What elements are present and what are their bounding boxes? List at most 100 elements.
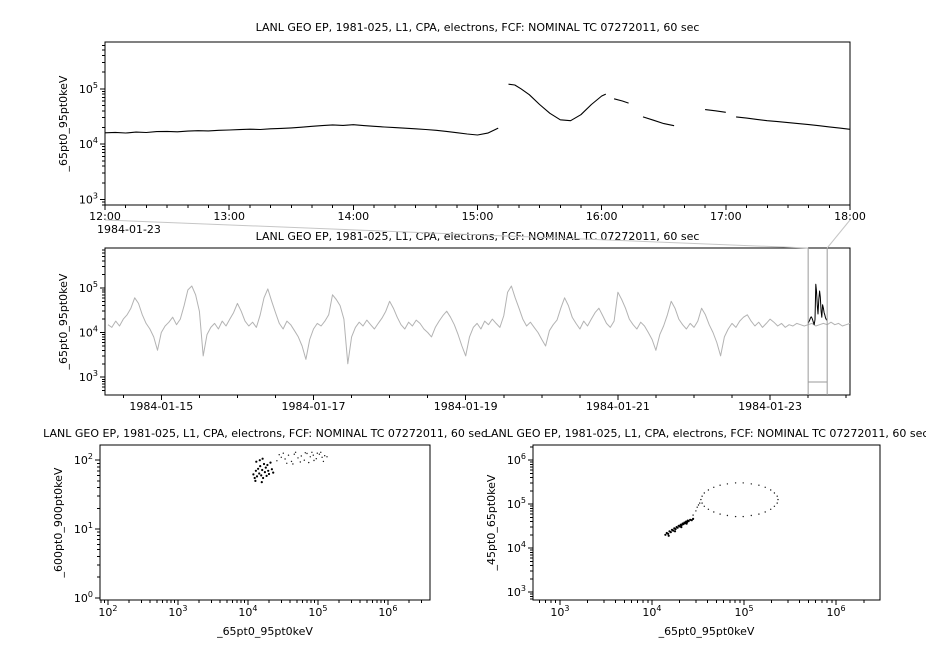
scatter-point-loop-trace (701, 495, 703, 497)
scatter-point-loop-trace (707, 489, 710, 491)
exponent: 0 (88, 590, 93, 599)
plot-frame[interactable] (99, 444, 431, 601)
x-tick-label: 106 (378, 604, 397, 619)
mantissa: 10 (74, 454, 88, 467)
exponent: 5 (748, 604, 753, 613)
scatter-point-sparse-trail (282, 452, 284, 454)
scatter-point-sparse-trail (312, 454, 314, 456)
connector-right-line (826, 219, 851, 249)
scatter-point-dense-cluster (258, 472, 261, 475)
scatter-point-loop-trace (734, 482, 737, 484)
scatter-point-sparse-trail (321, 456, 323, 458)
scatter-point-dense-cluster (255, 460, 258, 463)
scatter-point-sparse-trail (297, 457, 299, 459)
scatter-point-sparse-trail (315, 458, 317, 460)
scatter-point-loop-trace (713, 486, 715, 488)
x-tick-label: 103 (168, 604, 187, 619)
mantissa: 10 (79, 282, 93, 295)
scatter-point-dense-cluster (272, 471, 275, 474)
scatter-point-sparse-trail (316, 452, 318, 454)
exponent: 5 (521, 496, 526, 505)
mantissa: 10 (308, 606, 322, 619)
exponent: 1 (88, 521, 93, 530)
x-tick-label: 18:00 (834, 210, 866, 223)
scatter-point-sparse-trail (287, 454, 290, 456)
scatter-point-loop-trace (700, 498, 702, 501)
scatter-point-sparse-trail (300, 455, 302, 457)
scatter-point-dense-cluster (673, 530, 677, 533)
scatter-point-dense-cluster (664, 533, 667, 536)
exponent: 5 (93, 280, 98, 289)
mantissa: 10 (507, 586, 521, 599)
zoom-selection-overlay[interactable] (104, 219, 851, 395)
scatter-point-dense-cluster (253, 476, 256, 480)
scatter-point-loop-trace (773, 505, 776, 507)
scatter-point-loop-trace (734, 515, 737, 518)
mantissa: 10 (550, 606, 564, 619)
exponent: 2 (88, 452, 93, 461)
exponent: 4 (521, 540, 526, 549)
mantissa: 10 (79, 138, 93, 151)
exponent: 3 (521, 584, 526, 593)
scatter-point-loop-trace (726, 483, 729, 485)
scatter-point-sparse-trail (293, 453, 295, 455)
series-electron-flux-context (107, 285, 851, 365)
mantissa: 10 (378, 606, 392, 619)
scatter-point-dense-cluster (667, 532, 670, 536)
exponent: 3 (182, 604, 187, 613)
scatter-point-loop-trace (697, 504, 700, 506)
x-tick-label: 104 (642, 604, 661, 619)
y-axis-label: _600pt0_900pt0keV (52, 467, 65, 578)
mantissa: 10 (74, 592, 88, 605)
scatter-point-sparse-trail (324, 455, 326, 457)
chart-title: LANL GEO EP, 1981-025, L1, CPA, electron… (485, 427, 926, 440)
scatter-point-dense-cluster (262, 476, 265, 480)
plot-frame[interactable] (104, 41, 851, 206)
x-tick-label: 1984-01-17 (282, 400, 346, 413)
panel-scatter_left[interactable]: LANL GEO EP, 1981-025, L1, CPA, electron… (43, 427, 487, 638)
y-tick-label: 105 (79, 81, 98, 96)
y-tick-label: 104 (79, 325, 98, 340)
scatter-point-dense-cluster (676, 526, 679, 529)
y-tick-label: 100 (74, 590, 93, 605)
panel-zoom[interactable]: LANL GEO EP, 1981-025, L1, CPA, electron… (57, 21, 866, 236)
x-tick-label: 12:00 (89, 210, 121, 223)
scatter-point-loop-trace (703, 505, 705, 507)
plot-frame[interactable] (104, 247, 851, 396)
scatter-point-dense-cluster (687, 520, 690, 523)
panel-context[interactable]: LANL GEO EP, 1981-025, L1, CPA, electron… (57, 230, 851, 413)
scatter-point-loop-trace (719, 484, 721, 486)
exponent: 3 (93, 191, 98, 200)
scatter-point-loop-trace (742, 515, 744, 518)
connector-left-line (104, 219, 809, 249)
scatter-point-dense-cluster (667, 534, 670, 537)
exponent: 3 (564, 604, 569, 613)
scatter-point-loop-trace (758, 484, 760, 486)
scatter-point-sparse-trail (276, 460, 278, 462)
scatter-point-dense-cluster (264, 466, 267, 469)
x-tick-label: 17:00 (710, 210, 742, 223)
mantissa: 10 (507, 498, 521, 511)
plot-frame[interactable] (532, 444, 881, 601)
scatter-point-sparse-trail (313, 459, 315, 462)
mantissa: 10 (827, 606, 841, 619)
y-tick-label: 101 (74, 521, 93, 536)
scatter-point-loop-trace (695, 510, 697, 512)
x-tick-label: 1984-01-21 (586, 400, 650, 413)
exponent: 4 (93, 136, 98, 145)
y-tick-label: 105 (79, 280, 98, 295)
x-tick-label: 1984-01-23 (738, 400, 802, 413)
scatter-point-sparse-trail (326, 456, 328, 458)
scatter-point-loop-trace (750, 483, 752, 485)
x-tick-label: 16:00 (586, 210, 618, 223)
scatter-point-loop-trace (742, 482, 744, 484)
scatter-point-loop-trace (701, 502, 703, 504)
exponent: 5 (93, 81, 98, 90)
series-selected-interval-highlight (807, 283, 828, 326)
panel-scatter_right[interactable]: LANL GEO EP, 1981-025, L1, CPA, electron… (485, 427, 926, 638)
scatter-point-loop-trace (719, 513, 721, 515)
exponent: 3 (93, 369, 98, 378)
y-tick-label: 102 (74, 452, 93, 467)
